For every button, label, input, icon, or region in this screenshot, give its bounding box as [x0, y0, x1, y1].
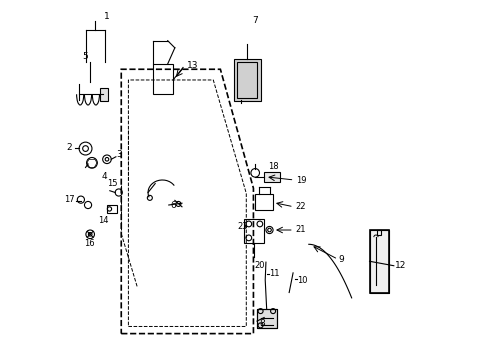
Text: 17: 17 [64, 195, 75, 204]
Bar [377, 230, 380, 235]
Text: 10: 10 [297, 275, 307, 284]
Text: 21: 21 [295, 225, 305, 234]
Text: 23: 23 [237, 222, 247, 231]
Bar [100, 88, 107, 101]
Bar [264, 172, 280, 182]
Bar [237, 62, 257, 98]
Text: 14: 14 [98, 216, 108, 225]
Bar [369, 230, 388, 293]
Bar [257, 309, 276, 328]
Text: 12: 12 [394, 261, 405, 270]
Text: 16: 16 [83, 239, 94, 248]
Text: 4: 4 [102, 172, 107, 181]
Text: 8: 8 [259, 319, 264, 328]
Bar [153, 64, 173, 94]
Bar [369, 230, 388, 293]
Text: 5: 5 [82, 52, 88, 61]
Text: 7: 7 [252, 15, 258, 24]
Text: 20: 20 [254, 261, 264, 270]
Text: 6: 6 [170, 201, 176, 210]
Text: 9: 9 [338, 255, 344, 264]
Text: 2: 2 [66, 143, 72, 152]
Bar [244, 219, 264, 243]
Bar [257, 309, 276, 328]
Text: 11: 11 [268, 269, 279, 278]
Text: 18: 18 [267, 162, 278, 171]
Text: 3: 3 [116, 150, 122, 159]
Bar [233, 59, 260, 102]
Bar [255, 194, 272, 210]
Bar [107, 205, 117, 213]
Text: 13: 13 [187, 61, 199, 70]
Text: 19: 19 [296, 176, 306, 185]
Text: 22: 22 [295, 202, 305, 211]
Text: 1: 1 [104, 12, 110, 21]
Text: 15: 15 [107, 179, 117, 188]
